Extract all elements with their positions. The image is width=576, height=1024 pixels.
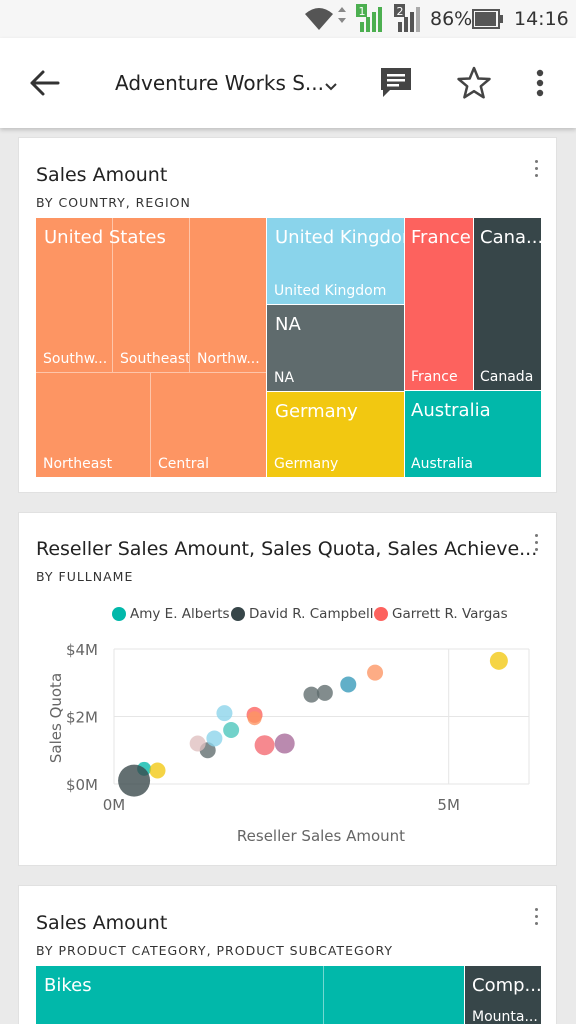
treemap-label: United States (44, 227, 166, 248)
treemap-united-kingdom[interactable]: United Kingdom United Kingdom (267, 218, 404, 304)
treemap-label: France (411, 227, 471, 248)
treemap-label: NA (275, 314, 301, 335)
tile-title: Reseller Sales Amount, Sales Quota, Sale… (36, 538, 538, 560)
treemap-sub-label: Southw... (43, 351, 108, 367)
treemap-region-northwest[interactable]: Northw... (190, 218, 266, 373)
tile-more-icon[interactable] (530, 534, 542, 556)
legend-dot (112, 607, 126, 621)
scatter-point[interactable] (340, 676, 357, 693)
scatter-point[interactable] (489, 651, 508, 670)
scatter-point[interactable] (206, 730, 223, 747)
svg-text:2: 2 (397, 5, 404, 18)
treemap-label: United Kingdom (275, 227, 404, 248)
tile-title: Sales Amount (36, 912, 168, 934)
tile-more-icon[interactable] (530, 160, 542, 182)
legend-dot (374, 607, 388, 621)
x-axis-title: Reseller Sales Amount (237, 827, 405, 845)
more-vert-icon[interactable] (533, 69, 547, 99)
battery-percent: 86% (430, 8, 473, 30)
sim1-signal-icon: 1 (354, 0, 384, 38)
treemap-bikes[interactable]: Bikes (36, 966, 464, 1024)
treemap-sub-label: Germany (274, 456, 339, 472)
star-icon[interactable] (456, 65, 492, 101)
treemap-sub-label: Mounta... (472, 1009, 538, 1024)
treemap-sub-label: Northw... (197, 351, 260, 367)
treemap-sub-label: NA (274, 370, 295, 386)
treemap-france[interactable]: France France (405, 218, 473, 390)
scatter-point[interactable] (149, 762, 166, 779)
tile-title: Sales Amount (36, 164, 168, 186)
tile-subtitle: BY COUNTRY, REGION (36, 195, 191, 210)
treemap-label: Comp... (472, 975, 541, 996)
scatter-point[interactable] (247, 711, 262, 726)
tile-sales-by-country[interactable]: Sales Amount BY COUNTRY, REGION United S… (18, 137, 557, 493)
tile-reseller-scatter[interactable]: Reseller Sales Amount, Sales Quota, Sale… (18, 512, 557, 866)
scatter-point[interactable] (367, 664, 384, 681)
app-bar: Adventure Works S... (0, 38, 576, 128)
treemap-sub-label: France (411, 369, 458, 385)
sim2-signal-icon: 2 (392, 0, 422, 38)
treemap-label: Cana... (480, 227, 541, 248)
treemap-region-central[interactable]: Central (151, 373, 266, 477)
svg-text:1: 1 (359, 5, 366, 18)
tile-subtitle: BY FULLNAME (36, 569, 134, 584)
wifi-icon (303, 0, 347, 38)
treemap-sub-label: Australia (411, 456, 473, 472)
status-bar: 1 2 86% 14:16 (0, 0, 576, 38)
x-tick-label: 5M (437, 796, 460, 814)
treemap-united-states[interactable]: United States (36, 218, 266, 477)
treemap-sub-label: United Kingdom (274, 283, 387, 299)
legend-dot (231, 607, 245, 621)
tile-sales-by-product[interactable]: Sales Amount BY PRODUCT CATEGORY, PRODUC… (18, 885, 557, 1024)
treemap-sub-label: Central (158, 456, 209, 472)
tile-more-icon[interactable] (530, 908, 542, 930)
back-arrow-icon[interactable] (28, 68, 62, 98)
treemap-region-southeast[interactable]: Southeast (113, 218, 190, 373)
treemap-region-southwest[interactable]: Southw... (36, 218, 113, 373)
scatter-point[interactable] (223, 722, 240, 738)
treemap-region-northeast[interactable]: Northeast (36, 373, 151, 477)
treemap-australia[interactable]: Australia Australia (405, 391, 541, 477)
y-tick-label: $4M (66, 641, 98, 659)
scatter-point[interactable] (274, 733, 295, 754)
treemap-germany[interactable]: Germany Germany (267, 392, 404, 477)
treemap-label: Bikes (44, 975, 92, 996)
clock: 14:16 (514, 8, 569, 30)
scatter-point[interactable] (303, 686, 320, 703)
x-tick-label: 0M (103, 796, 126, 814)
scatter-point[interactable] (118, 764, 151, 797)
scatter-point[interactable] (216, 705, 233, 722)
tile-subtitle: BY PRODUCT CATEGORY, PRODUCT SUBCATEGORY (36, 943, 394, 958)
report-title[interactable]: Adventure Works S... (115, 71, 324, 95)
legend-item: David R. Campbell (249, 606, 374, 622)
treemap-sub-label: Southeast (120, 351, 190, 367)
scatter-point[interactable] (316, 684, 333, 701)
comment-icon[interactable] (378, 65, 414, 101)
scatter-point[interactable] (189, 735, 206, 752)
treemap-label: Germany (275, 401, 358, 422)
y-axis-title: Sales Quota (47, 673, 65, 763)
chevron-down-icon[interactable] (323, 78, 339, 91)
y-tick-label: $0M (66, 776, 98, 794)
treemap-label: Australia (411, 400, 491, 421)
scatter-point[interactable] (254, 735, 275, 756)
treemap-sub-label: Northeast (43, 456, 113, 472)
treemap-na[interactable]: NA NA (267, 305, 404, 391)
treemap-canada[interactable]: Cana... Canada (474, 218, 541, 390)
legend-item: Amy E. Alberts (130, 606, 230, 622)
treemap-components[interactable]: Comp... Mounta... (465, 966, 541, 1024)
treemap-bikes-sub[interactable] (323, 966, 324, 1024)
scatter-chart[interactable]: $0M $2M $4M 0M 5M Reseller Sales Amount Sale… (19, 513, 557, 866)
legend-item: Garrett R. Vargas (392, 606, 508, 622)
treemap-sub-label: Canada (480, 369, 534, 385)
y-tick-label: $2M (66, 709, 98, 727)
battery-icon (472, 0, 504, 38)
